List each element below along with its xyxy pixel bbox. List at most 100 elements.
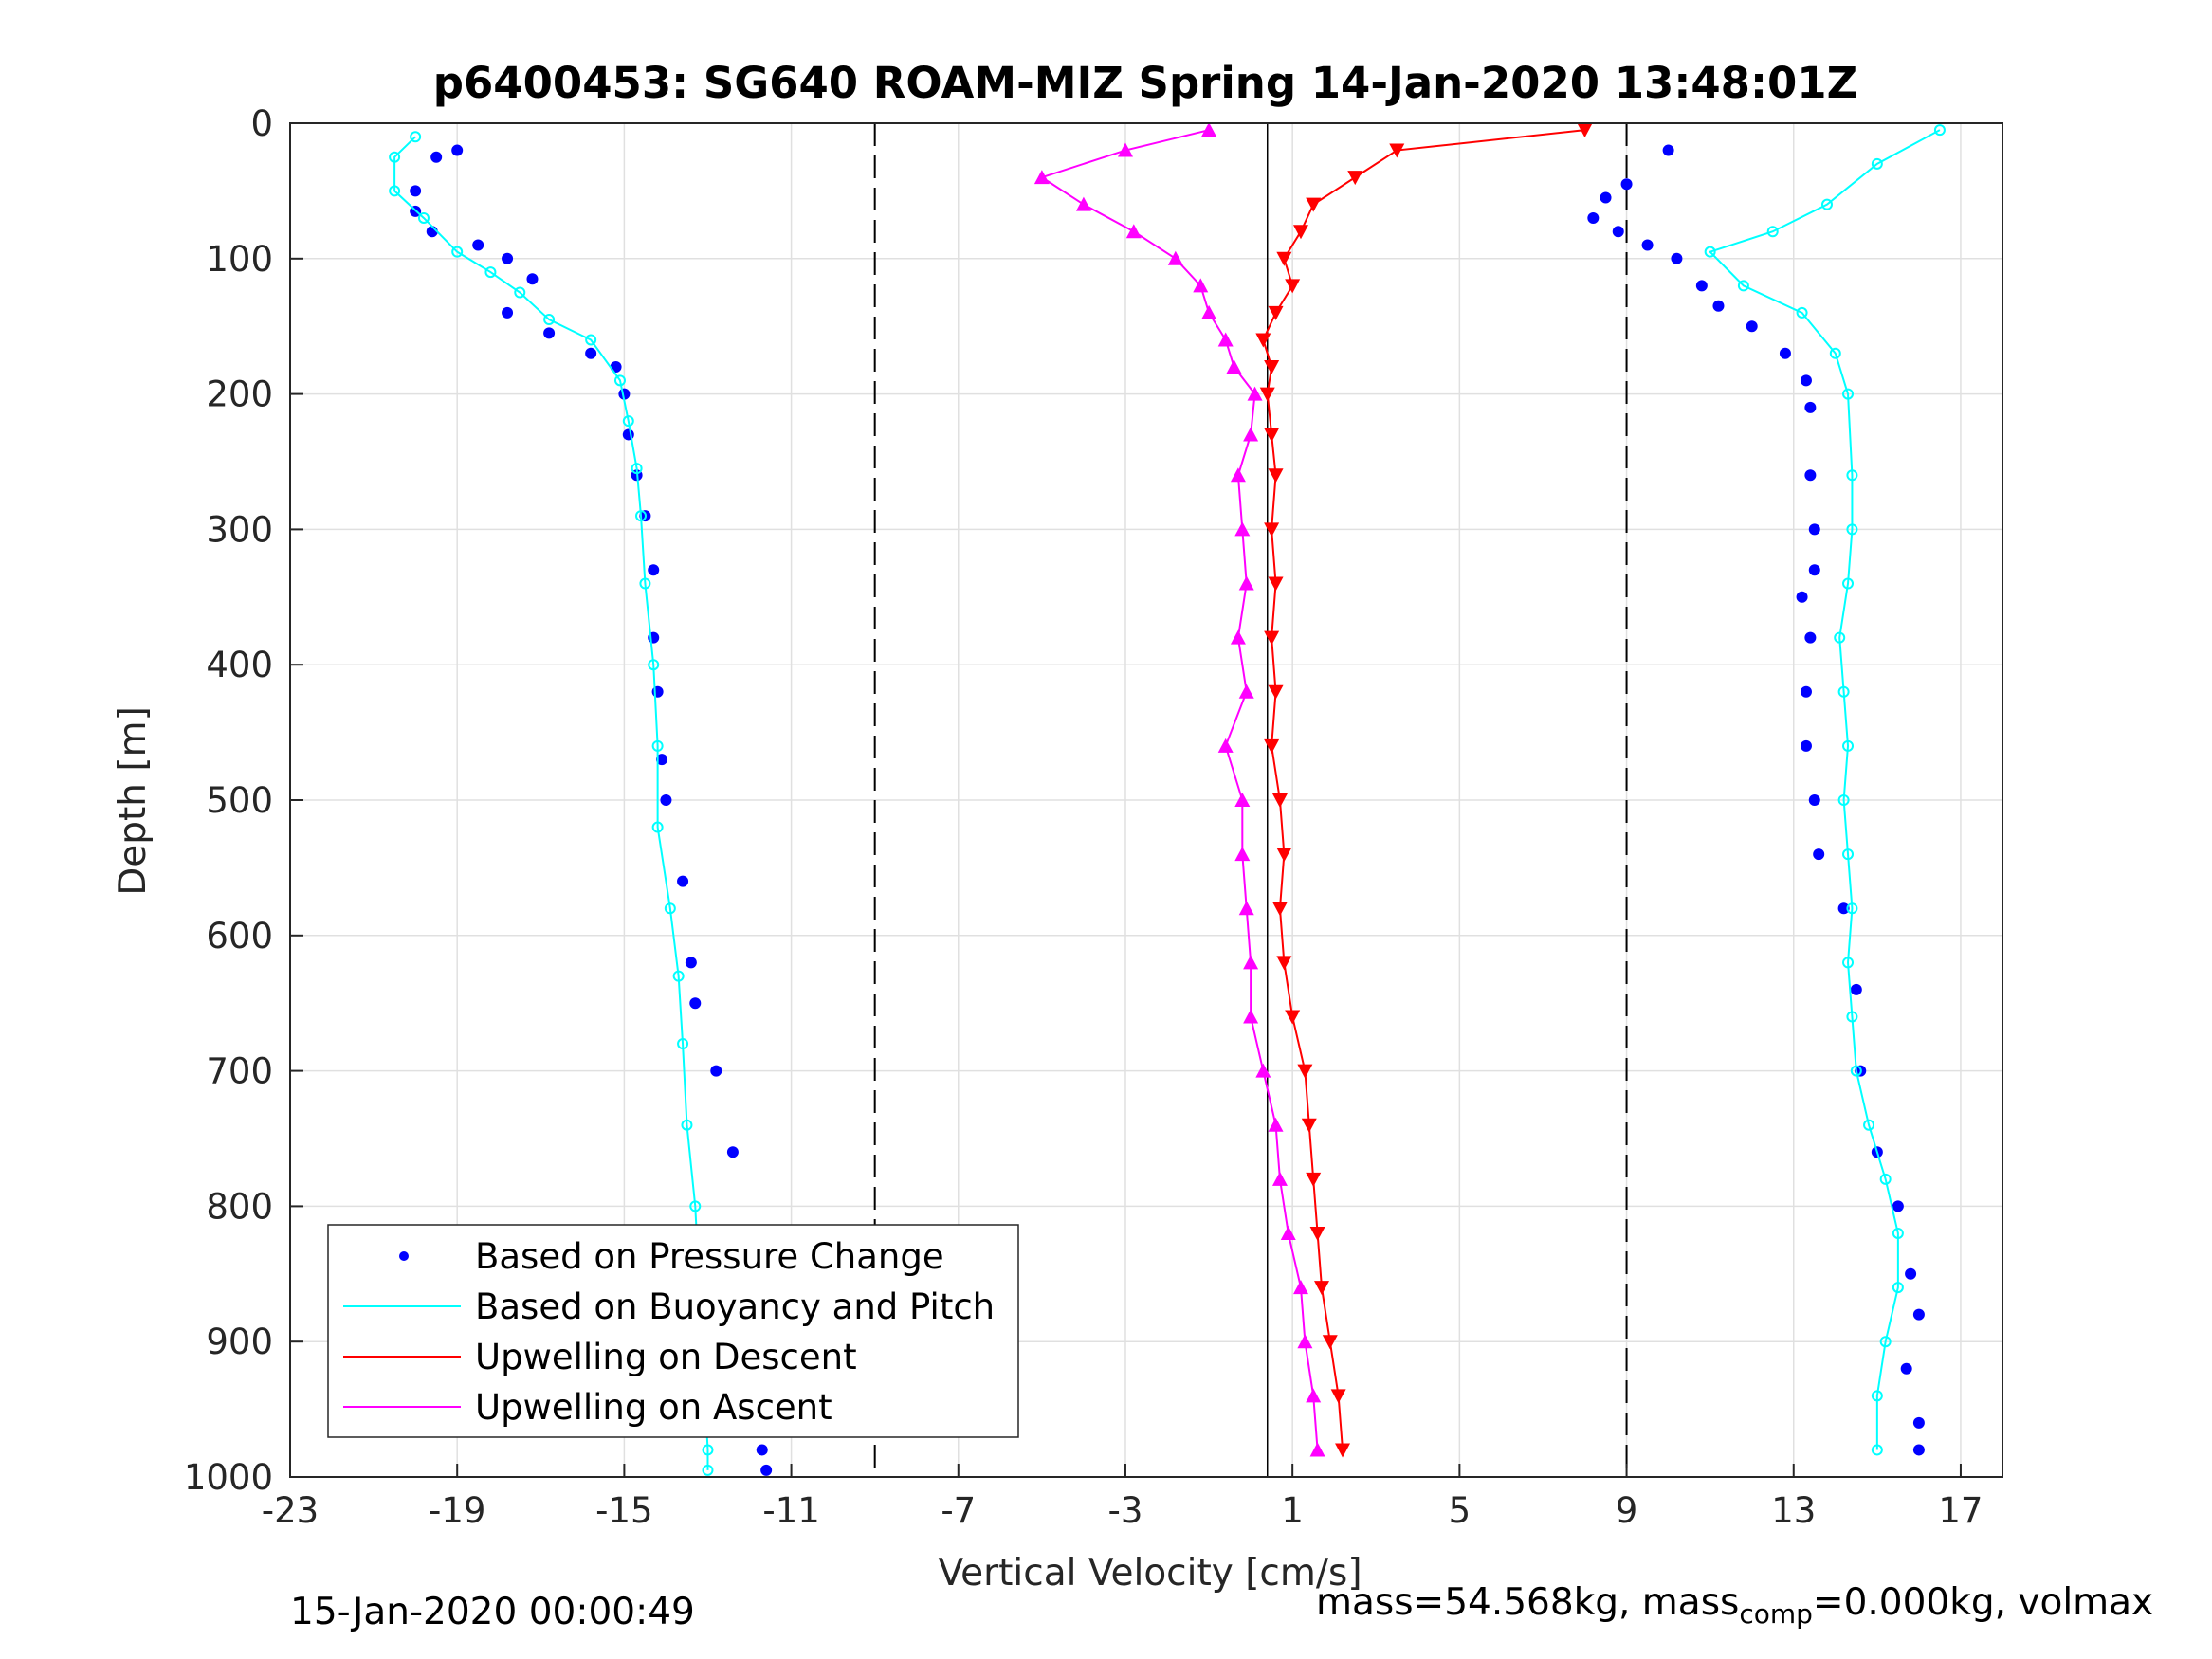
x-tick-label: 5 (1449, 1490, 1472, 1531)
based-on-pressure-change-right-point (1641, 239, 1654, 251)
based-on-pressure-change-left-point (685, 957, 697, 969)
upwelling-on-ascent-point (1217, 332, 1234, 347)
based-on-pressure-change-right-point (1800, 685, 1812, 698)
based-on-pressure-change-left-point (726, 1146, 739, 1158)
upwelling-on-ascent-point (1268, 1117, 1284, 1132)
upwelling-on-descent-point (1259, 387, 1275, 402)
based-on-pressure-change-right-point (1900, 1362, 1912, 1375)
based-on-pressure-change-right-point (1808, 564, 1820, 576)
based-on-buoyancy-and-pitch-series (389, 124, 1946, 1476)
y-tick-label: 200 (206, 374, 273, 415)
x-tick-label: -19 (429, 1490, 485, 1531)
axis-ticks: -23 -19 -15 -11 -7 -3 1 5 9 13 17 0 100 200 300 400 500 6… (184, 103, 1983, 1531)
y-tick-label: 900 (206, 1322, 273, 1362)
based-on-buoyancy-and-pitch-right-point (1871, 157, 1883, 170)
y-tick-label: 700 (206, 1051, 273, 1092)
legend: Based on Pressure Change Based on Buoyanc… (327, 1224, 1019, 1438)
based-on-pressure-change-left-point (610, 361, 622, 374)
based-on-pressure-change-right-point (1892, 1200, 1904, 1212)
y-tick-label: 300 (206, 509, 273, 550)
upwelling-on-ascent-point (1217, 738, 1234, 753)
based-on-pressure-change-right-point (1912, 1308, 1925, 1321)
legend-box (327, 1224, 1019, 1438)
based-on-pressure-change-left-point (656, 754, 668, 766)
upwelling-on-descent-point (1264, 360, 1280, 375)
based-on-buoyancy-and-pitch-right-point (1837, 685, 1850, 698)
based-on-pressure-change-right-point (1850, 983, 1862, 995)
upwelling-on-ascent-point (1234, 793, 1251, 807)
based-on-buoyancy-and-pitch-left-point (622, 415, 634, 428)
legend-marker-based-on-pressure-change (399, 1251, 409, 1261)
footer-mass-prefix: mass=54.568kg, mass (1316, 1581, 1740, 1624)
based-on-buoyancy-and-pitch-left-point (651, 821, 664, 833)
upwelling-on-descent-point (1271, 902, 1288, 917)
upwelling-on-descent-point (1276, 956, 1292, 971)
upwelling-on-descent-point (1255, 333, 1271, 348)
based-on-buoyancy-and-pitch-left-point (389, 185, 401, 197)
upwelling-on-descent-point (1264, 738, 1280, 754)
based-on-pressure-change-left-point (760, 1464, 773, 1476)
legend-label-based-on-pressure-change: Based on Pressure Change (475, 1236, 944, 1277)
upwelling-on-ascent-point (1238, 575, 1254, 591)
legend-label-upwelling-on-ascent: Upwelling on Ascent (475, 1387, 832, 1428)
based-on-buoyancy-and-pitch-right-point (1933, 124, 1946, 137)
upwelling-on-descent-point (1292, 225, 1308, 240)
upwelling-on-ascent-point (1243, 955, 1259, 970)
based-on-buoyancy-and-pitch-left-point (613, 374, 626, 387)
x-tick-label: 9 (1616, 1490, 1638, 1531)
legend-label-upwelling-on-descent: Upwelling on Descent (475, 1337, 857, 1377)
based-on-pressure-change-right-point (1808, 794, 1820, 806)
x-tick-label: -11 (762, 1490, 819, 1531)
upwelling-on-descent-point (1264, 428, 1280, 443)
x-tick-label: 17 (1938, 1490, 1983, 1531)
based-on-buoyancy-and-pitch-left-point (677, 1038, 689, 1050)
based-on-buoyancy-and-pitch-left-point (514, 286, 526, 299)
based-on-buoyancy-and-pitch-right-point (1846, 523, 1858, 536)
upwelling-on-ascent-point (1201, 304, 1217, 319)
upwelling-on-descent-point (1264, 522, 1280, 538)
upwelling-on-descent-point (1335, 1443, 1351, 1458)
upwelling-on-descent-point (1306, 197, 1322, 212)
upwelling-on-ascent-point (1201, 122, 1217, 137)
upwelling-on-descent-point (1306, 1172, 1322, 1187)
based-on-buoyancy-and-pitch-right-point (1842, 388, 1855, 400)
upwelling-on-descent-point (1309, 1226, 1325, 1241)
based-on-pressure-change-right-point (1695, 280, 1708, 292)
based-on-pressure-change-right-point (1712, 300, 1725, 312)
footer-mass-subscript: comp (1739, 1597, 1813, 1630)
x-tick-label: 13 (1771, 1490, 1816, 1531)
based-on-pressure-change-left-point (756, 1444, 768, 1456)
based-on-pressure-change-right-point (1808, 523, 1820, 536)
y-axis-label: Depth [m] (112, 706, 155, 896)
based-on-pressure-change-right-point (1912, 1416, 1925, 1429)
based-on-pressure-change-right-point (1912, 1444, 1925, 1456)
upwelling-on-ascent-point (1117, 142, 1133, 157)
y-tick-label: 1000 (184, 1457, 273, 1498)
based-on-pressure-change-left-point (502, 252, 514, 264)
y-tick-label: 400 (206, 645, 273, 685)
footer-mass-suffix: =0.000kg, volmax (1812, 1581, 2154, 1624)
based-on-buoyancy-and-pitch-right-point (1829, 347, 1841, 359)
upwelling-on-ascent-point (1271, 1171, 1288, 1186)
based-on-buoyancy-and-pitch-right-point (1842, 957, 1855, 969)
based-on-pressure-change-right-point (1905, 1267, 1917, 1280)
based-on-pressure-change-right-point (1837, 902, 1850, 915)
data-series (389, 122, 1946, 1476)
upwelling-on-descent-point (1577, 123, 1593, 138)
upwelling-on-descent-point (1276, 848, 1292, 863)
y-tick-label: 800 (206, 1186, 273, 1227)
based-on-buoyancy-and-pitch-right-point (1871, 1444, 1883, 1456)
based-on-pressure-change-right-point (1662, 144, 1674, 156)
based-on-buoyancy-and-pitch-right-point (1842, 739, 1855, 752)
based-on-buoyancy-and-pitch-left-point (389, 151, 401, 163)
upwelling-on-ascent-point (1238, 901, 1254, 916)
based-on-buoyancy-and-pitch-left-point (410, 131, 422, 143)
based-on-pressure-change-left-point (526, 273, 539, 285)
upwelling-on-ascent-point (1238, 684, 1254, 699)
upwelling-on-ascent-series (1033, 122, 1325, 1457)
based-on-pressure-change-left-point (660, 794, 672, 806)
based-on-buoyancy-and-pitch-left-point (451, 246, 464, 258)
based-on-pressure-change-left-point (451, 144, 464, 156)
upwelling-on-descent-point (1330, 1389, 1346, 1404)
based-on-buoyancy-and-pitch-right-point (1737, 280, 1749, 292)
